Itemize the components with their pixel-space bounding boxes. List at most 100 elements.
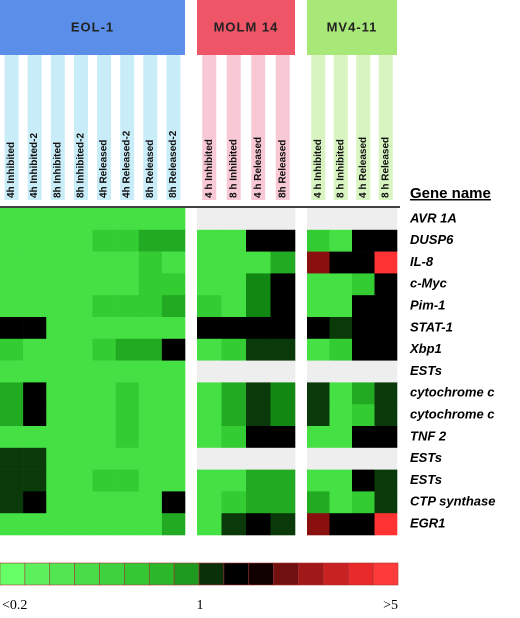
scale-swatch — [198, 562, 225, 586]
heatmap-cell — [23, 491, 47, 514]
heatmap-cell — [352, 273, 375, 296]
column-stripe — [378, 55, 393, 200]
heatmap-cell — [69, 208, 93, 231]
heatmap-cell — [161, 491, 186, 514]
scale-swatch — [323, 562, 349, 586]
heatmap-cell — [221, 338, 247, 361]
heatmap-cell — [329, 273, 353, 296]
heatmap-cell — [138, 273, 163, 296]
column-stripe — [120, 55, 135, 200]
heatmap-cell — [161, 208, 186, 231]
heatmap-cell — [221, 491, 247, 514]
heatmap-cell — [197, 208, 222, 231]
heatmap-cell — [270, 229, 296, 252]
heatmap-cell — [374, 273, 398, 296]
heatmap-cell — [23, 360, 47, 383]
column-stripe — [143, 55, 158, 200]
group-header — [0, 0, 185, 55]
heatmap-cell — [197, 447, 222, 470]
column-label: 4 h Inhibited — [313, 139, 324, 198]
heatmap-cell — [138, 208, 163, 231]
gene-label: STAT-1 — [410, 319, 453, 334]
heatmap-cell — [307, 338, 330, 361]
heatmap-cell — [246, 513, 271, 536]
heatmap-cell — [329, 382, 353, 405]
scale-swatch — [24, 562, 51, 586]
gene-label: AVR 1A — [409, 210, 457, 225]
heatmap-cell — [0, 251, 24, 274]
heatmap-cell — [246, 469, 271, 492]
heatmap-cell — [161, 404, 186, 427]
heatmap-cell — [46, 229, 70, 252]
heatmap-cell — [246, 447, 271, 470]
heatmap-cell — [115, 229, 140, 252]
heatmap-cell — [329, 295, 353, 318]
heatmap-cell — [246, 338, 271, 361]
heatmap-cell — [0, 513, 24, 536]
column-label: 8 h Inhibited — [335, 139, 346, 198]
column-stripe — [251, 55, 266, 200]
heatmap-cell — [23, 513, 47, 536]
heatmap-cell — [69, 404, 93, 427]
heatmap-cell — [69, 469, 93, 492]
heatmap-cell — [138, 338, 163, 361]
column-label: 4h Inhibited-2 — [29, 133, 40, 198]
heatmap-cell — [374, 513, 398, 536]
heatmap-cell — [0, 317, 24, 340]
scale-label: >5 — [383, 598, 398, 613]
heatmap-cell — [46, 338, 70, 361]
gene-label: TNF 2 — [410, 428, 447, 443]
heatmap-cell — [270, 491, 296, 514]
heatmap-cell — [221, 426, 247, 449]
heatmap-cell — [0, 208, 24, 231]
heatmap-cell — [23, 317, 47, 340]
heatmap-cell — [329, 251, 353, 274]
column-stripe — [226, 55, 241, 200]
heatmap-cell — [92, 513, 116, 536]
heatmap-cell — [92, 295, 116, 318]
heatmap-cell — [92, 426, 116, 449]
heatmap-cell — [246, 360, 271, 383]
heatmap-cell — [329, 469, 353, 492]
heatmap-cell — [246, 295, 271, 318]
scale-swatch — [173, 562, 200, 586]
scale-swatch — [248, 562, 274, 586]
heatmap-cell — [197, 317, 222, 340]
heatmap-cell — [352, 469, 375, 492]
heatmap-cell — [270, 295, 296, 318]
heatmap-cell — [329, 513, 353, 536]
heatmap-cell — [329, 360, 353, 383]
heatmap-cell — [0, 273, 24, 296]
heatmap-cell — [246, 273, 271, 296]
heatmap-cell — [161, 513, 186, 536]
heatmap-cell — [246, 229, 271, 252]
heatmap-cell — [374, 404, 398, 427]
heatmap-cell — [270, 338, 296, 361]
gene-label: ESTs — [410, 363, 442, 378]
column-stripe — [356, 55, 371, 200]
heatmap-cell — [138, 469, 163, 492]
column-label: 4 h Released — [253, 137, 264, 198]
heatmap-cell — [352, 295, 375, 318]
heatmap-cell — [374, 208, 398, 231]
gene-label: cytochrome c — [410, 385, 495, 400]
heatmap-cell — [197, 229, 222, 252]
column-label: 8h Released-2 — [168, 130, 179, 198]
heatmap-cell — [352, 317, 375, 340]
heatmap-cell — [374, 447, 398, 470]
heatmap-cell — [329, 426, 353, 449]
heatmap-cell — [69, 426, 93, 449]
heatmap-cell — [23, 382, 47, 405]
heatmap-cell — [197, 426, 222, 449]
heatmap-cell — [46, 360, 70, 383]
column-stripe — [333, 55, 348, 200]
column-label: 4h Released — [99, 140, 110, 198]
heatmap-cell — [329, 338, 353, 361]
heatmap-cell — [92, 229, 116, 252]
column-label: 8 h Released — [380, 137, 391, 198]
column-stripe — [202, 55, 217, 200]
heatmap-cell — [138, 513, 163, 536]
heatmap-cell — [270, 426, 296, 449]
gene-label: DUSP6 — [410, 232, 454, 247]
